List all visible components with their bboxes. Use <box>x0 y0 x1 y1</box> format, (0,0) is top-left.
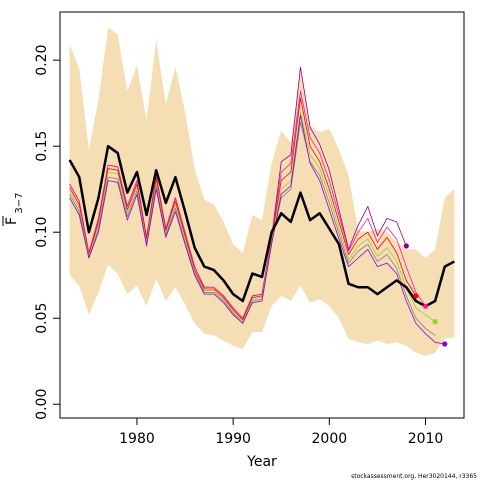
series-end-point <box>413 293 419 299</box>
x-tick-label: 1990 <box>215 431 251 447</box>
y-axis-title-main: F <box>4 217 20 225</box>
series-end-point <box>442 341 448 347</box>
y-tick-label: 0.05 <box>34 303 50 334</box>
end-points-layer <box>403 243 448 347</box>
footer-caption: stockassessment.org, Her3020144, r3365 <box>351 473 477 480</box>
y-tick-label: 0.10 <box>34 217 50 248</box>
x-axis: 1980 1990 2000 2010 <box>119 418 443 447</box>
series-end-point <box>403 243 409 249</box>
x-tick-label: 2010 <box>408 431 444 447</box>
y-tick-label: 0.00 <box>34 389 50 420</box>
plot-frame <box>59 11 465 419</box>
series-line <box>69 114 445 345</box>
series-line <box>69 111 436 323</box>
series-end-point <box>422 303 429 309</box>
series-line <box>68 144 455 308</box>
y-tick-label: 0.15 <box>34 131 50 162</box>
y-axis: 0.00 0.05 0.10 0.15 0.20 <box>34 45 60 420</box>
x-tick-label: 2000 <box>312 431 348 447</box>
series-end-point <box>432 319 438 325</box>
x-tick-label: 1980 <box>119 431 155 447</box>
series-line <box>69 121 436 336</box>
y-axis-title-subscript: 3−7 <box>14 192 25 213</box>
confidence-band <box>69 27 455 357</box>
confidence-band-layer <box>69 27 455 357</box>
y-axis-title: F 3−7 <box>2 192 25 226</box>
series-layer <box>68 66 455 345</box>
y-tick-label: 0.20 <box>34 45 50 76</box>
series-line <box>69 90 426 319</box>
x-axis-title: Year <box>246 454 277 470</box>
series-line <box>69 97 417 321</box>
